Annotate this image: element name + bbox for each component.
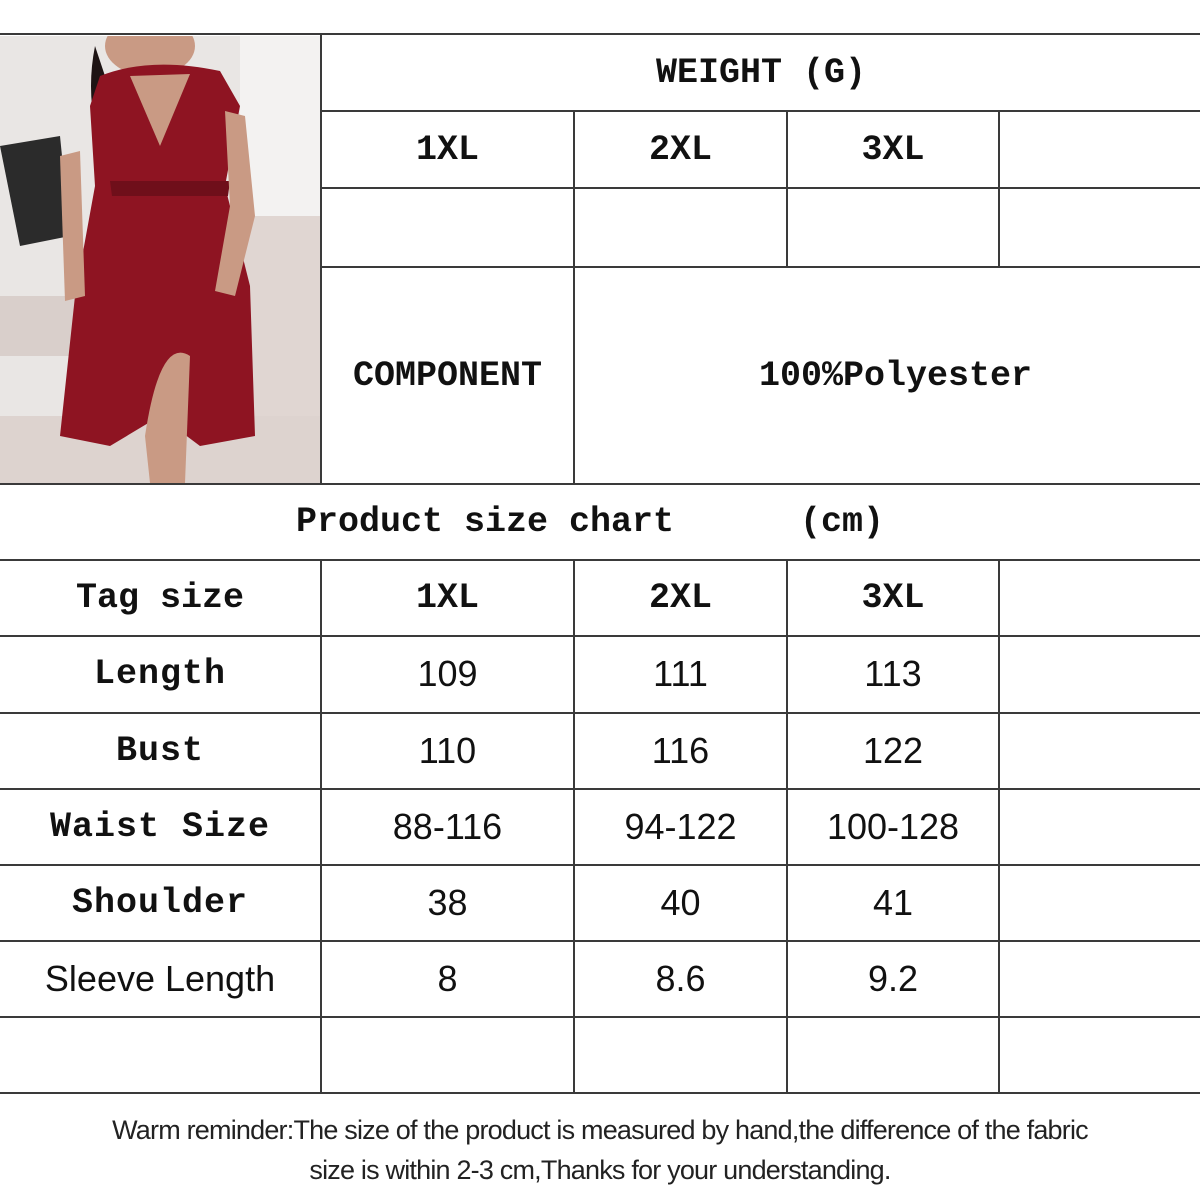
row-label: Shoulder: [71, 883, 249, 923]
table-cell: 110: [418, 730, 477, 771]
component-value: 100%Polyester: [758, 355, 1033, 396]
table-cell: [1000, 942, 1200, 1016]
table-cell: 111: [653, 653, 708, 694]
row-label: Sleeve Length: [44, 958, 276, 999]
table-cell: [575, 1018, 786, 1092]
table-border: [0, 940, 1200, 942]
table-cell: [788, 1018, 998, 1092]
weight-size-2xl: 2XL: [648, 129, 712, 170]
product-photo: [0, 36, 320, 483]
reminder-text: Warm reminder:The size of the product is…: [112, 1115, 1089, 1145]
table-cell: 8: [437, 958, 458, 999]
size-chart-title: Product size chart (cm): [295, 502, 885, 542]
table-cell: 109: [417, 653, 478, 694]
table-cell: [1000, 790, 1200, 864]
table-border: [786, 559, 788, 1094]
table-border: [786, 110, 788, 267]
table-cell: 122: [862, 730, 924, 771]
weight-size-3xl: 3XL: [861, 129, 925, 170]
weight-size-1xl: 1XL: [415, 129, 479, 170]
table-border: [573, 559, 575, 1094]
table-cell: [322, 1018, 573, 1092]
component-label: COMPONENT: [352, 355, 543, 396]
table-border: [0, 788, 1200, 790]
table-cell: [1000, 637, 1200, 711]
table-border: [0, 712, 1200, 714]
table-cell: 88-116: [392, 806, 503, 847]
table-border: [0, 635, 1200, 637]
table-border: [573, 110, 575, 484]
table-border: [0, 559, 1200, 561]
row-label: Bust: [115, 731, 204, 771]
table-border: [0, 864, 1200, 866]
table-cell: 113: [864, 653, 922, 694]
table-header-cell: Tag size: [75, 578, 245, 618]
row-label: Length: [93, 654, 227, 694]
row-label: [0, 1018, 320, 1092]
table-cell: 40: [660, 882, 701, 923]
row-label: Waist Size: [49, 807, 271, 847]
table-header-cell: 1XL: [415, 578, 479, 618]
table-border: [320, 559, 322, 1094]
weight-header: WEIGHT (G): [655, 52, 867, 93]
table-cell: [1000, 1018, 1200, 1092]
table-border: [320, 33, 322, 484]
table-header-cell: [1000, 561, 1200, 635]
table-border: [0, 1092, 1200, 1094]
table-cell: 8.6: [655, 958, 706, 999]
table-border: [321, 187, 1200, 189]
table-border: [0, 1016, 1200, 1018]
table-border: [998, 110, 1000, 267]
table-cell: 38: [427, 882, 468, 923]
table-header-cell: 2XL: [648, 578, 712, 618]
table-cell: 41: [872, 882, 914, 923]
table-cell: [1000, 866, 1200, 940]
table-border: [321, 266, 1200, 268]
reminder-text: size is within 2-3 cm,Thanks for your un…: [309, 1155, 891, 1185]
table-cell: [1000, 714, 1200, 788]
table-border: [998, 559, 1000, 1094]
weight-size-empty: [1000, 112, 1200, 187]
table-cell: 9.2: [867, 958, 919, 999]
table-border: [0, 483, 1200, 485]
table-border: [0, 33, 1200, 35]
table-cell: 100-128: [826, 806, 960, 847]
table-header-cell: 3XL: [861, 578, 925, 618]
table-border: [321, 110, 1200, 112]
table-cell: 94-122: [624, 806, 737, 847]
table-cell: 116: [651, 730, 710, 771]
